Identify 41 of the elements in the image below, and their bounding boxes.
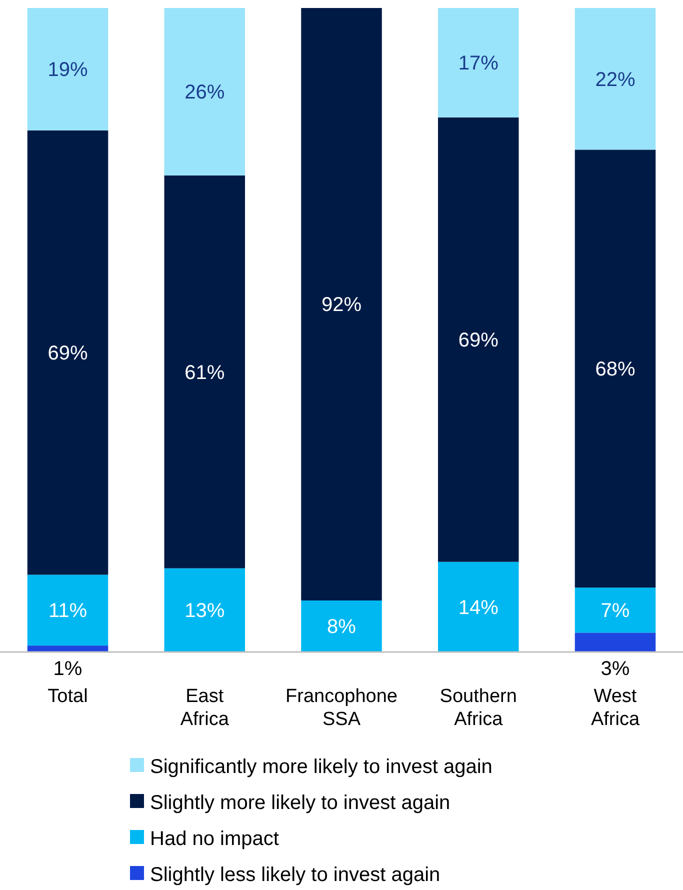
x-tick-label: Francophone SSA: [286, 686, 398, 730]
data-label: 19%: [48, 59, 88, 82]
bar: [27, 130, 108, 575]
data-label: 3%: [600, 658, 630, 680]
data-label: 22%: [595, 68, 636, 91]
data-label: 1%: [53, 658, 82, 680]
data-label: 17%: [458, 52, 499, 75]
bar: [164, 568, 246, 652]
bar: [574, 632, 656, 652]
bar: [438, 8, 519, 118]
bar: [27, 646, 108, 652]
bar: [574, 150, 656, 588]
bar: [574, 8, 656, 150]
data-label: 69%: [48, 342, 88, 365]
x-tick-label: East Africa: [180, 686, 230, 730]
bar: [438, 562, 519, 652]
bar: [438, 117, 519, 562]
legend-label: Slightly more likely to invest again: [150, 792, 450, 814]
data-label: 13%: [184, 600, 225, 622]
bar: [27, 574, 108, 646]
bar: [164, 175, 246, 568]
data-label: 68%: [595, 358, 636, 381]
bar: [27, 8, 108, 130]
bar: [574, 588, 656, 633]
legend-label: Slightly less likely to invest again: [150, 864, 440, 886]
x-tick-label: West Africa: [590, 686, 640, 730]
bar: [164, 8, 246, 176]
legend-label: Significantly more likely to invest again: [150, 756, 492, 778]
legend-label: Had no impact: [150, 828, 280, 850]
data-label: 8%: [327, 616, 356, 638]
bar: [301, 600, 382, 652]
data-label: 7%: [600, 600, 630, 622]
data-label: 61%: [184, 362, 225, 384]
x-tick-label: Total: [48, 686, 88, 707]
data-label: 69%: [458, 330, 499, 352]
x-tick-label: Southern Africa: [440, 686, 517, 730]
data-label: 11%: [48, 600, 88, 622]
data-label: 14%: [458, 596, 499, 619]
data-label: 26%: [184, 82, 225, 104]
data-label: 92%: [321, 294, 362, 316]
bar: [301, 8, 382, 600]
